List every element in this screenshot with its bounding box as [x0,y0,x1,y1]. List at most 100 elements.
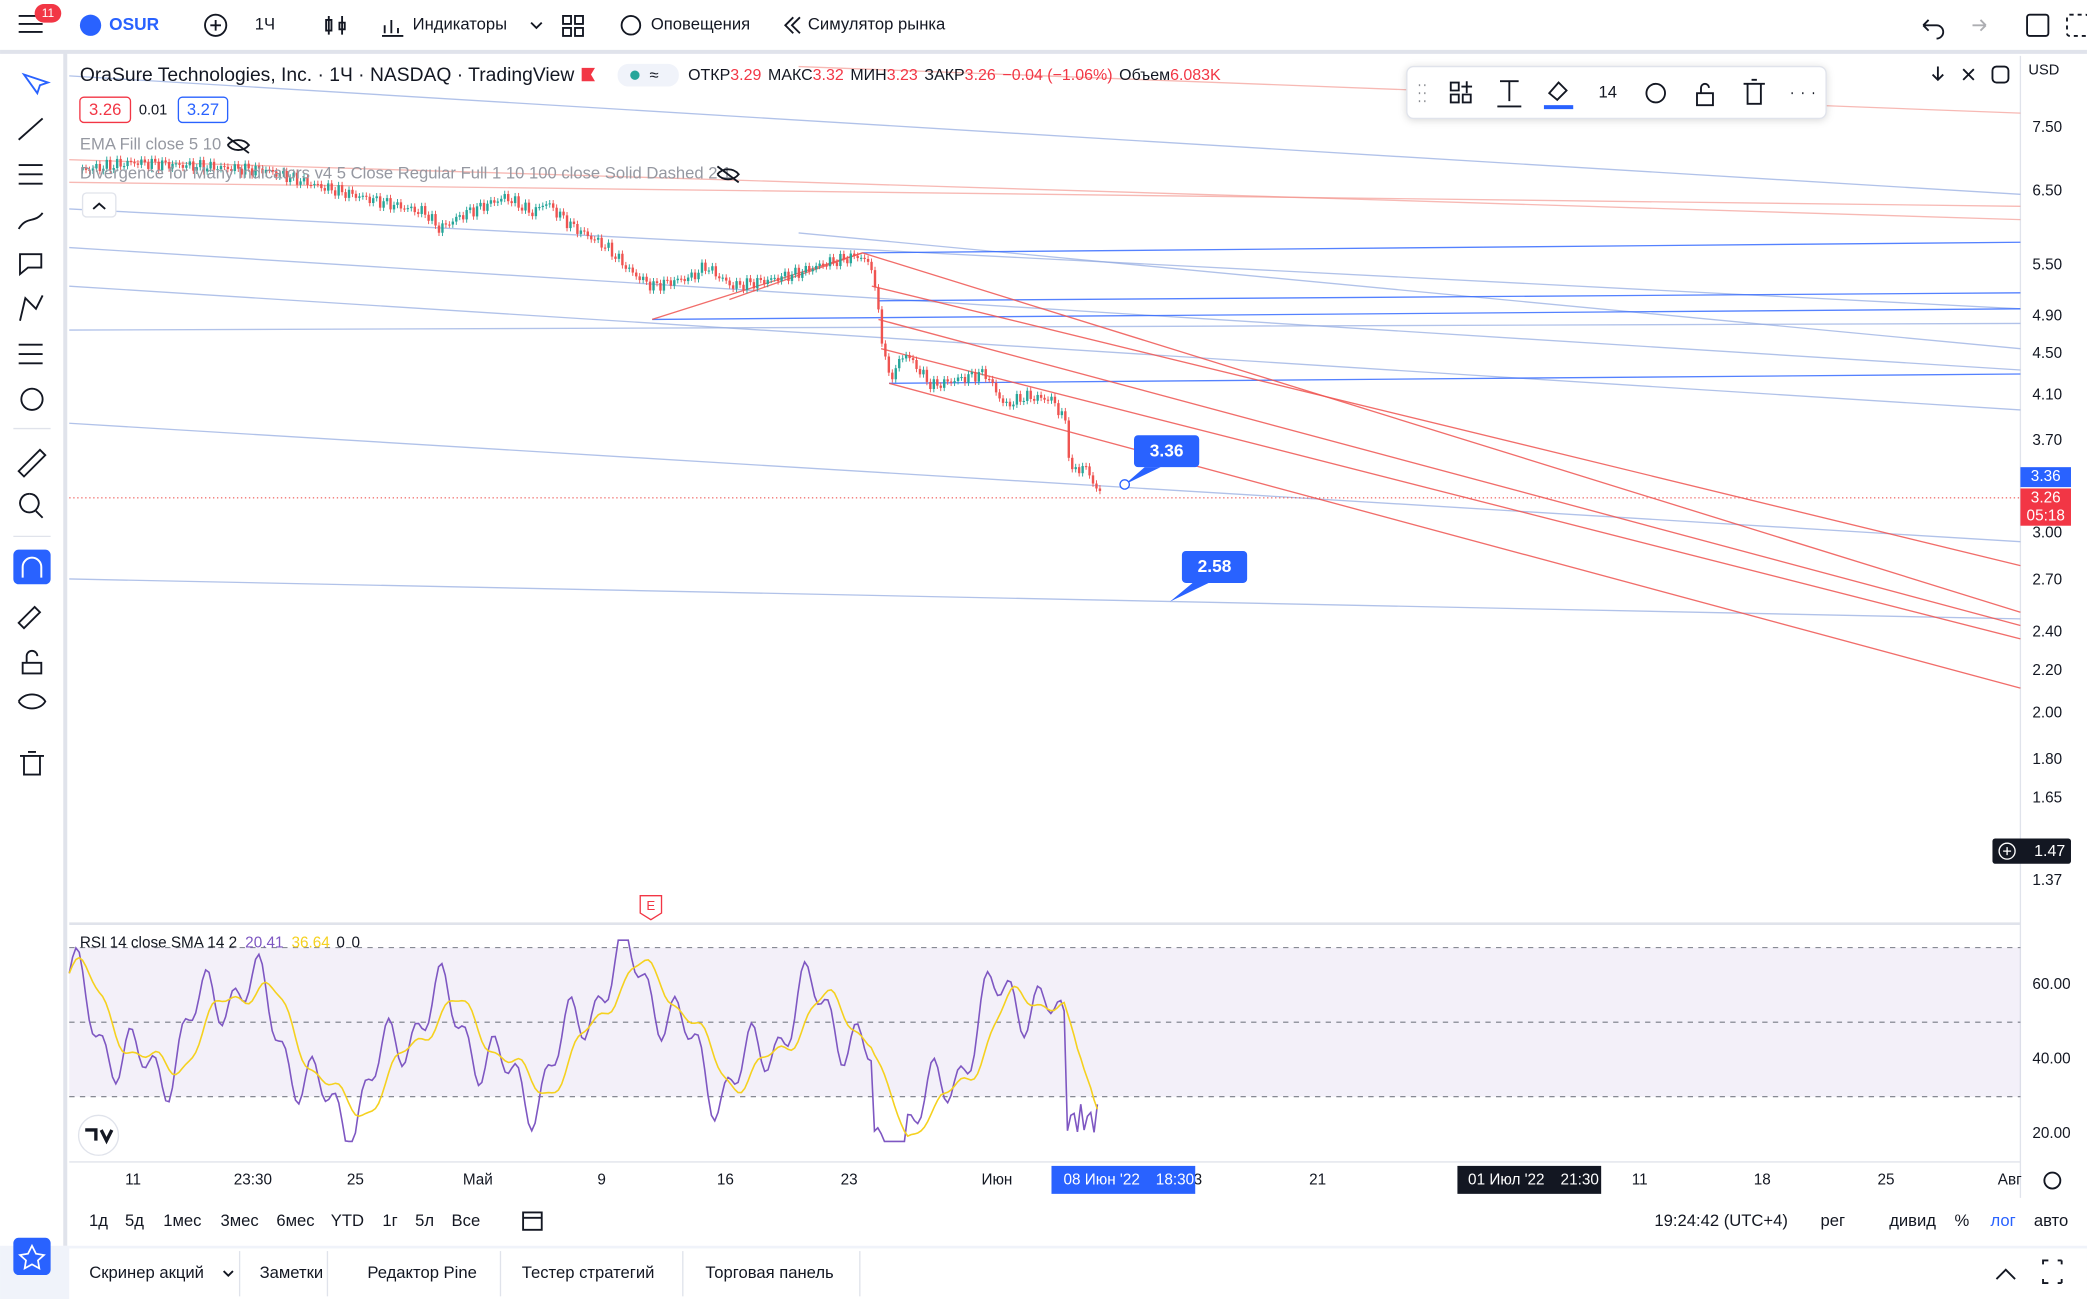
sidebar-tool[interactable] [18,117,44,141]
axis-btn[interactable] [1931,66,1944,82]
redo[interactable] [1972,19,1987,32]
earnings-badge[interactable] [639,895,663,921]
candle-body [500,198,503,202]
maximize-panel[interactable] [2042,1259,2063,1284]
compare-button[interactable] [204,13,228,37]
sidebar-tool[interactable] [17,448,47,478]
sidebar-tool[interactable] [17,212,44,230]
undo[interactable] [1922,19,1945,40]
sidebar-tool[interactable] [18,164,43,185]
delete-icon[interactable] [1743,78,1765,105]
sidebar-tool[interactable] [18,343,43,365]
text-icon[interactable] [1497,80,1522,108]
candle-body [240,168,243,175]
earnings: E [646,898,655,913]
candle-body [171,163,174,169]
price-label: 2.00 [2032,704,2062,721]
date-range-icon[interactable] [522,1211,543,1231]
candle-body [413,206,416,213]
text-part: 3.32 [813,67,844,84]
text-part: 3.26 [965,67,996,84]
bottom-tab[interactable]: Тестер стратегий [522,1263,655,1282]
interval[interactable]: 1Ч [255,15,275,34]
sidebar-tool[interactable] [19,492,44,519]
candle-body [1084,466,1088,468]
range-button[interactable]: 5д [125,1211,144,1230]
candle-body [628,267,631,269]
scale-option[interactable]: дивид [1889,1211,1936,1230]
templates-icon[interactable] [562,15,584,37]
candle-body [700,262,704,273]
scale-option[interactable]: авто [2034,1211,2068,1230]
scale-option[interactable]: рег [1820,1211,1845,1230]
range-button[interactable]: 1д [89,1211,108,1230]
candle-body [600,237,603,248]
sidebar-tool[interactable] [17,605,42,630]
axis-settings[interactable] [2043,1171,2062,1190]
lock-icon[interactable] [1696,82,1714,107]
callout-box[interactable] [1134,435,1200,468]
candle-body [531,212,534,217]
add-button[interactable] [1998,842,2016,860]
symbol[interactable]: OSUR [109,14,159,34]
collapse-panel[interactable] [1995,1268,2016,1280]
range-button[interactable]: 5л [415,1211,434,1230]
currency[interactable]: USD [2028,62,2059,78]
bottom-tab[interactable]: Редактор Pine [367,1263,476,1282]
sidebar-tool[interactable] [21,72,51,96]
hidden-icon[interactable] [226,136,251,154]
sidebar-tool[interactable] [20,751,44,776]
sidebar-tool[interactable] [20,387,44,411]
candle-body [285,170,288,183]
bottom-tab[interactable]: Скринер акций [89,1263,204,1282]
sidebar-tool[interactable] [19,295,44,321]
candle-body [1046,399,1050,401]
candle-body [368,196,371,204]
callout-box[interactable] [1181,551,1248,583]
hidden-icon[interactable] [716,165,740,184]
bottom-tab[interactable]: Торговая панель [705,1263,833,1282]
scale-option[interactable]: % [1954,1211,1969,1230]
range-button[interactable]: 1г [382,1211,397,1230]
watchlist-button[interactable] [13,1237,51,1276]
candle-body [302,177,306,182]
template-icon[interactable] [1449,81,1473,104]
sidebar-tool[interactable] [19,253,43,277]
range-button[interactable]: 6мес [276,1211,314,1230]
candle-body [167,162,171,169]
sidebar-tool[interactable] [21,649,43,675]
chart-title: OraSure Technologies, Inc. · 1Ч · NASDAQ… [80,65,574,86]
chart-type-icon[interactable] [325,15,346,35]
layout-button[interactable] [2026,13,2050,37]
candle-body [475,206,479,217]
candle-body [641,276,645,281]
sidebar-tool[interactable] [17,693,47,710]
range-button[interactable]: 1мес [163,1211,201,1230]
candle-body [268,169,271,171]
indicators-button[interactable]: Индикаторы [413,15,508,34]
axis-btn[interactable] [1962,68,1975,81]
axis-btn[interactable] [1991,65,2010,84]
settings-icon[interactable] [1645,82,1666,104]
fill-icon[interactable] [1547,81,1568,102]
anchor-point[interactable] [1119,479,1131,490]
candle-body [282,170,285,174]
price-label: 3.00 [2032,525,2062,542]
bottom-tab[interactable]: Заметки [260,1263,324,1282]
range-button[interactable]: Все [452,1211,481,1230]
range-button[interactable]: 3мес [220,1211,258,1230]
candle-body [1039,394,1043,398]
collapse-button[interactable] [81,192,117,218]
replay-button[interactable]: Симулятор рынка [808,15,946,34]
candle-body [520,207,524,211]
sidebar-tool[interactable] [21,556,43,578]
scale-option[interactable]: лог [1991,1211,2016,1230]
candle-body [749,278,752,283]
candle-body [365,195,368,197]
candle-body [1032,398,1036,401]
range-button[interactable]: YTD [331,1211,364,1230]
clock[interactable]: 19:24:42 (UTC+4) [1654,1211,1788,1230]
font-size[interactable]: 14 [1599,83,1618,102]
candle-body [766,279,769,284]
alerts-button[interactable]: Оповещения [651,15,750,34]
